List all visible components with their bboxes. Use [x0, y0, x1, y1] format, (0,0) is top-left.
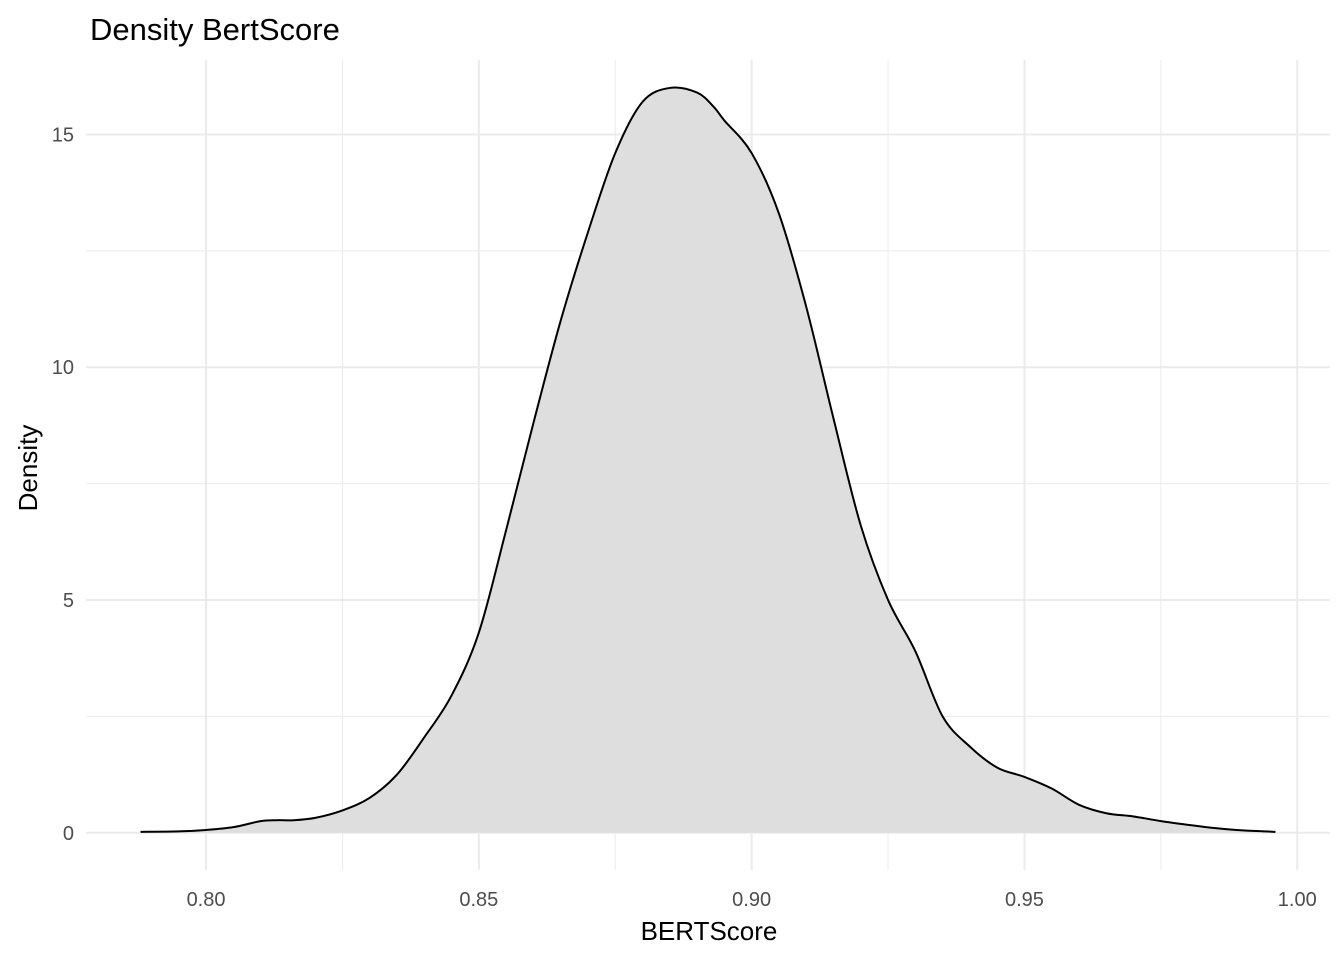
y-axis-title: Density — [13, 425, 43, 512]
x-tick-label: 0.90 — [732, 889, 771, 911]
y-tick-label: 15 — [52, 124, 74, 146]
x-axis-ticks: 0.80 0.85 0.90 0.95 1.00 — [187, 889, 1317, 911]
x-axis-title: BERTScore — [641, 916, 778, 946]
x-tick-label: 0.85 — [459, 889, 498, 911]
y-tick-label: 5 — [63, 590, 74, 612]
y-tick-label: 0 — [63, 823, 74, 845]
x-tick-label: 0.80 — [187, 889, 226, 911]
density-area — [140, 87, 1276, 833]
x-tick-label: 0.95 — [1005, 889, 1044, 911]
y-axis-ticks: 0 5 10 15 — [52, 124, 74, 844]
density-line — [140, 86, 1276, 833]
y-tick-label: 10 — [52, 357, 74, 379]
chart-title: Density BertScore — [90, 12, 340, 47]
density-layer — [140, 86, 1276, 833]
x-tick-label: 1.00 — [1278, 889, 1317, 911]
